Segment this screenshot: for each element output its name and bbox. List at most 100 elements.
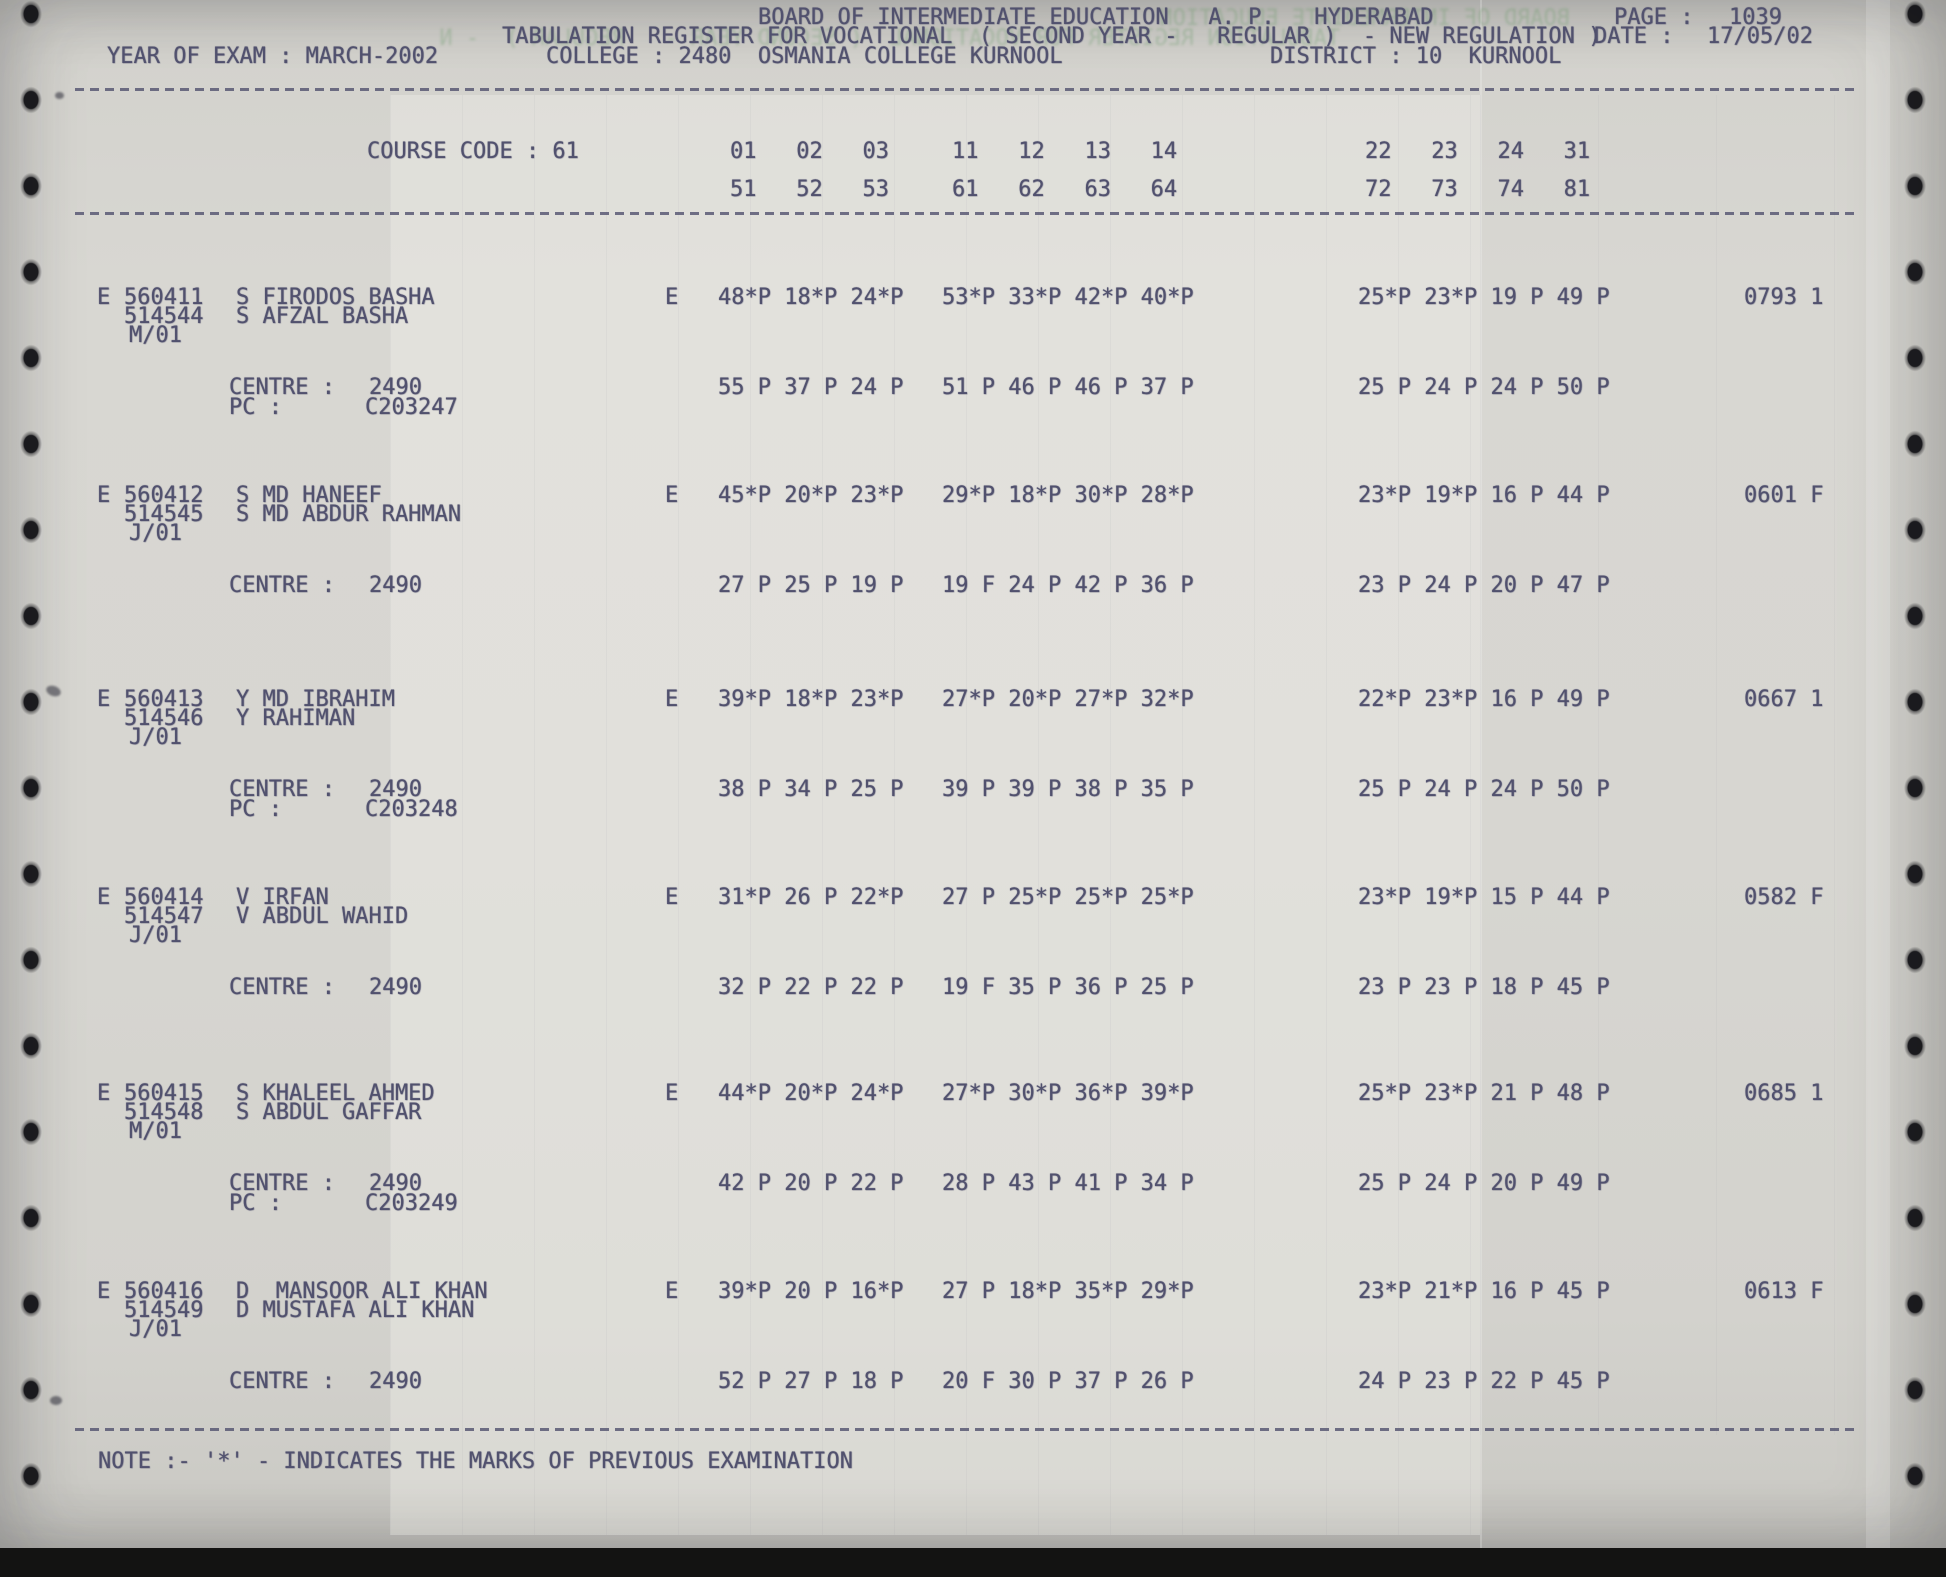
marks2-group1: 38 P 34 P 25 P [718,777,904,802]
medium-flag: E [97,1279,111,1304]
footnote: NOTE :- '*' - INDICATES THE MARKS OF PRE… [98,1449,853,1474]
month-code: M/01 [129,323,182,348]
centre-code: 2490 [369,1171,422,1196]
marks-group2: 27 P 25*P 25*P 25*P [942,885,1194,910]
marks-group1: 39*P 18*P 23*P [718,687,904,712]
report-title: BOARD OF INTERMEDIATE EDUCATION A. P. HY… [758,5,1434,30]
secondary-number: 514544 [124,304,204,329]
ink-smudge [55,92,64,99]
marks2-group1: 42 P 20 P 22 P [718,1171,904,1196]
medium-column: E [665,483,679,508]
student-name: V IRFAN [236,885,329,910]
student-record: E 560413 Y MD IBRAHIM E 39*P 18*P 23*P 2… [0,687,1946,822]
student-record: E 560415 S KHALEEL AHMED E 44*P 20*P 24*… [0,1081,1946,1216]
subject-codes-group3: 22 23 24 31 [1365,139,1591,164]
student-name: Y MD IBRAHIM [236,687,395,712]
parent-name: S AFZAL BASHA [236,304,409,329]
secondary-number: 514549 [124,1298,204,1323]
marks2-group2: 19 F 35 P 36 P 25 P [942,975,1194,1000]
centre-label: CENTRE : [229,375,335,400]
pc-code: C203248 [365,797,458,822]
marks-group3: 25*P 23*P 19 P 49 P [1358,285,1610,310]
marks2-group2: 19 F 24 P 42 P 36 P [942,573,1194,598]
marks-group2: 27 P 18*P 35*P 29*P [942,1279,1194,1304]
marks-group3: 22*P 23*P 16 P 49 P [1358,687,1610,712]
paper-edge-band [1866,0,1890,1548]
subject-codes-group2: 11 12 13 14 [952,139,1178,164]
medium-column: E [665,885,679,910]
medium-column: E [665,687,679,712]
total-marks: 0613 F [1744,1279,1824,1304]
medium-flag: E [97,1081,111,1106]
pc-label: PC : [229,395,282,420]
registration-number: 560415 [124,1081,204,1106]
marks-group1: 39*P 20 P 16*P [718,1279,904,1304]
student-name: S KHALEEL AHMED [236,1081,435,1106]
pc-label: PC : [229,1191,282,1216]
subject-codes-group4: 51 52 53 [730,177,889,202]
date-label: DATE : [1594,24,1674,49]
registration-number: 560414 [124,885,204,910]
student-record: E 560414 V IRFAN E 31*P 26 P 22*P 27 P 2… [0,885,1946,1020]
marks2-group2: 51 P 46 P 46 P 37 P [942,375,1194,400]
marks2-group3: 23 P 24 P 20 P 47 P [1358,573,1610,598]
college-line: COLLEGE : 2480 OSMANIA COLLEGE KURNOOL [546,44,1063,69]
marks2-group1: 52 P 27 P 18 P [718,1369,904,1394]
total-marks: 0582 F [1744,885,1824,910]
student-record: E 560411 S FIRODOS BASHA E 48*P 18*P 24*… [0,285,1946,420]
year-of-exam: YEAR OF EXAM : MARCH-2002 [107,44,439,69]
secondary-number: 514548 [124,1100,204,1125]
parent-name: S MD ABDUR RAHMAN [236,502,462,527]
parent-name: S ABDUL GAFFAR [236,1100,422,1125]
secondary-number: 514546 [124,706,204,731]
month-code: J/01 [129,923,182,948]
centre-label: CENTRE : [229,777,335,802]
register-subtitle: TABULATION REGISTER FOR VOCATIONAL ( SEC… [502,24,1602,49]
medium-flag: E [97,687,111,712]
sprocket-holes-right [1892,0,1938,1548]
ink-smudge [50,1396,62,1405]
parent-name: V ABDUL WAHID [236,904,409,929]
total-marks: 0601 F [1744,483,1824,508]
date-value: 17/05/02 [1707,24,1813,49]
centre-label: CENTRE : [229,573,335,598]
student-record: E 560412 S MD HANEEF E 45*P 20*P 23*P 29… [0,483,1946,618]
marks2-group3: 25 P 24 P 20 P 49 P [1358,1171,1610,1196]
total-marks: 0667 1 [1744,687,1824,712]
marks-group1: 45*P 20*P 23*P [718,483,904,508]
registration-number: 560416 [124,1279,204,1304]
month-code: M/01 [129,1119,182,1144]
marks2-group3: 24 P 23 P 22 P 45 P [1358,1369,1610,1394]
course-code-label: COURSE CODE : 61 [367,139,579,164]
centre-code: 2490 [369,975,422,1000]
secondary-number: 514545 [124,502,204,527]
medium-flag: E [97,885,111,910]
centre-label: CENTRE : [229,1171,335,1196]
preprinted-form-bleed [390,95,1480,1535]
sprocket-holes-left [8,0,54,1548]
marks-group2: 27*P 30*P 36*P 39*P [942,1081,1194,1106]
marks2-group3: 25 P 24 P 24 P 50 P [1358,777,1610,802]
page-number: 1039 [1729,5,1782,30]
pc-code: C203249 [365,1191,458,1216]
registration-number: 560413 [124,687,204,712]
marks-group2: 29*P 18*P 30*P 28*P [942,483,1194,508]
registration-number: 560411 [124,285,204,310]
registration-number: 560412 [124,483,204,508]
marks-group1: 31*P 26 P 22*P [718,885,904,910]
marks2-group2: 39 P 39 P 38 P 35 P [942,777,1194,802]
parent-name: D MUSTAFA ALI KHAN [236,1298,475,1323]
total-marks: 0793 1 [1744,285,1824,310]
marks-group2: 53*P 33*P 42*P 40*P [942,285,1194,310]
marks-group3: 23*P 19*P 15 P 44 P [1358,885,1610,910]
preprinted-form-bleed-right [1480,95,1860,1435]
subject-codes-group1: 01 02 03 [730,139,889,164]
marks-group1: 48*P 18*P 24*P [718,285,904,310]
student-name: S MD HANEEF [236,483,382,508]
marks2-group2: 28 P 43 P 41 P 34 P [942,1171,1194,1196]
centre-code: 2490 [369,777,422,802]
student-name: D MANSOOR ALI KHAN [236,1279,488,1304]
student-name: S FIRODOS BASHA [236,285,435,310]
student-record: E 560416 D MANSOOR ALI KHAN E 39*P 20 P … [0,1279,1946,1414]
